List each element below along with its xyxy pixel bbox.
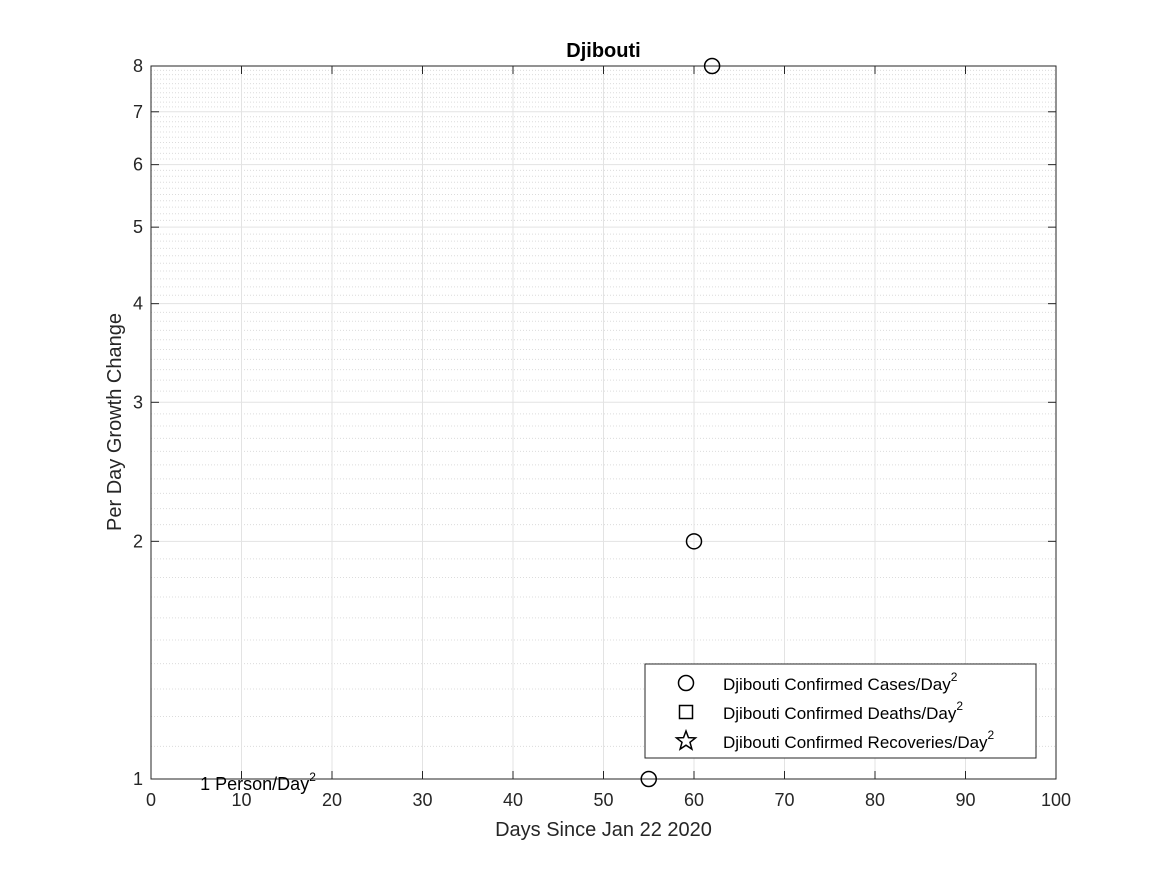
annotations: 1 Person/Day2: [200, 770, 316, 794]
data-points: [640, 57, 721, 788]
grid-minor: [151, 69, 1056, 747]
y-axis-label: Per Day Growth Change: [104, 313, 126, 531]
x-tick-label: 70: [774, 790, 794, 810]
x-tick-label: 80: [865, 790, 885, 810]
y-tick-label: 1: [133, 769, 143, 789]
legend-entry-superscript: 2: [988, 728, 995, 742]
grid-major: [151, 66, 1056, 779]
data-point-circle: [703, 57, 721, 75]
data-point-circle: [640, 770, 657, 788]
y-tick-label: 2: [133, 531, 143, 551]
legend-entry-superscript: 2: [956, 699, 963, 713]
x-tick-label: 60: [684, 790, 704, 810]
y-tick-label: 5: [133, 217, 143, 237]
x-axis-ticks: 0 10 20 30 40 50 60 70 80 90 100: [146, 66, 1071, 810]
y-tick-label: 4: [133, 294, 143, 314]
x-tick-label: 30: [412, 790, 432, 810]
y-tick-label: 3: [133, 392, 143, 412]
legend-entry-superscript: 2: [951, 670, 958, 684]
legend-marker-square: [678, 704, 694, 720]
x-tick-label: 40: [503, 790, 523, 810]
legend-marker-star: [674, 728, 698, 751]
y-tick-label: 8: [133, 56, 143, 76]
data-point-circle: [685, 533, 703, 550]
y-axis-ticks: 1 2 3 4 5 6 7 8: [133, 56, 1056, 789]
x-tick-label: 20: [322, 790, 342, 810]
x-tick-label: 0: [146, 790, 156, 810]
x-tick-label: 10: [231, 790, 251, 810]
annotation-label: 1 Person/Day2: [200, 770, 316, 794]
legend-box: [644, 663, 1037, 759]
x-tick-label: 100: [1041, 790, 1071, 810]
x-tick-label: 90: [955, 790, 975, 810]
y-tick-label: 6: [133, 155, 143, 175]
x-axis-label: Days Since Jan 22 2020: [495, 819, 712, 841]
legend-marker-circle: [677, 674, 695, 692]
annotation-superscript: 2: [309, 770, 316, 784]
y-tick-label: 7: [133, 102, 143, 122]
x-tick-label: 50: [593, 790, 613, 810]
chart-title: Djibouti: [566, 40, 640, 62]
